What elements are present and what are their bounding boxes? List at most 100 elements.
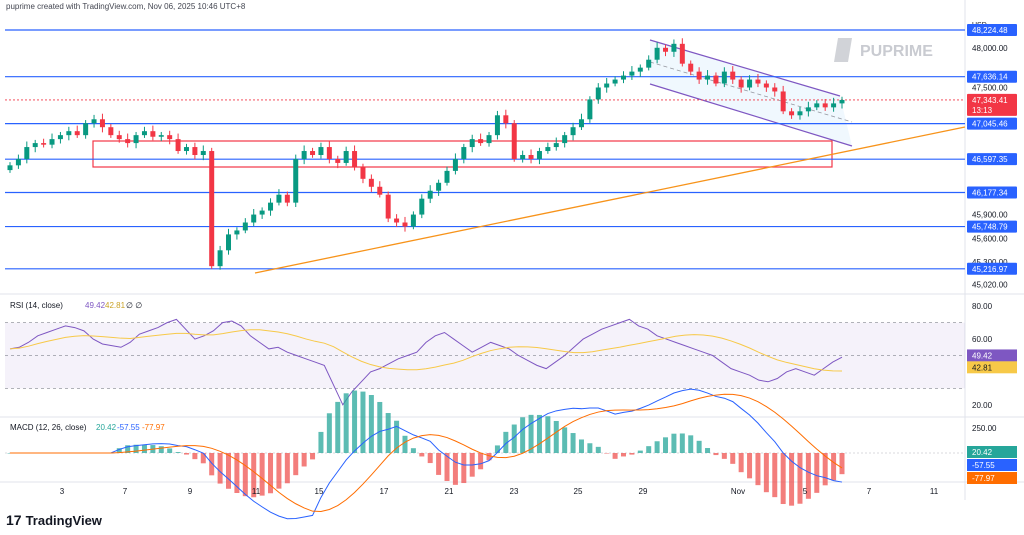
candle-body [276, 194, 282, 203]
macd-histogram-bar [612, 453, 618, 459]
macd-tick-label: 250.00 [972, 424, 997, 433]
macd-histogram-bar [394, 420, 400, 453]
x-tick-label: 11 [252, 487, 261, 496]
macd-histogram-bar [486, 453, 492, 461]
macd-histogram-bar [217, 453, 223, 484]
candle-body [553, 143, 559, 148]
macd-histogram-bar [637, 450, 643, 453]
candle-body [494, 115, 500, 136]
macd-histogram-bar [427, 453, 433, 464]
current-price-tag [967, 93, 1017, 116]
candle-body [705, 75, 711, 80]
macd-histogram-bar [360, 391, 366, 453]
rsi-tick-label: 60.00 [972, 335, 993, 344]
rsi-value-tag [967, 349, 1017, 362]
macd-histogram-bar [654, 441, 660, 453]
macd-signal-value: -77.97 [142, 423, 165, 432]
tradingview-brand-text: TradingView [25, 512, 102, 528]
level-price-label: 47,636.14 [972, 73, 1008, 82]
candle-body [167, 135, 173, 140]
macd-histogram-bar [570, 433, 576, 453]
candle-body [646, 59, 652, 68]
level-price-label: 46,177.34 [972, 189, 1008, 198]
x-tick-label: Nov [731, 487, 745, 496]
candle-body [66, 131, 72, 136]
candle-body [301, 151, 307, 159]
candle-body [822, 103, 828, 108]
macd-histogram-bar [789, 453, 795, 506]
macd-histogram-bar [814, 453, 820, 493]
candle-body [545, 147, 551, 152]
candle-body [444, 170, 450, 183]
macd-histogram-bar [368, 395, 374, 453]
candle-body [805, 107, 811, 112]
macd-histogram-bar [528, 414, 534, 453]
candle-body [780, 91, 786, 112]
macd-histogram-bar [688, 435, 694, 453]
macd-histogram-bar [805, 453, 811, 499]
macd-histogram-bar [503, 431, 509, 453]
candle-body [679, 43, 685, 64]
candle-body [730, 71, 736, 80]
macd-histogram-bar [620, 453, 626, 457]
candle-body [772, 87, 778, 92]
candle-body [175, 139, 181, 152]
candle-body [217, 250, 223, 267]
candle-body [226, 234, 232, 251]
candle-body [419, 198, 425, 215]
level-price-tag [967, 70, 1017, 83]
candle-body [335, 158, 341, 163]
candle-body [587, 99, 593, 120]
macd-histogram-bar [125, 445, 131, 453]
macd-histogram-bar [242, 453, 248, 497]
tradingview-logo[interactable]: 17 TradingView [6, 512, 102, 528]
macd-histogram-bar [738, 453, 744, 473]
level-price-label: 45,216.97 [972, 265, 1008, 274]
candle-body [32, 143, 38, 148]
candle-body [49, 139, 55, 145]
x-tick-label: 7 [123, 487, 128, 496]
macd-histogram-bar [478, 453, 484, 470]
candle-body [343, 151, 349, 163]
macd-value-tag [967, 459, 1017, 471]
macd-histogram-bar [452, 453, 458, 485]
rsi-ma-line [9, 329, 843, 372]
x-tick-label: 5 [803, 487, 808, 496]
macd-signal-tag-label: -77.97 [972, 474, 995, 483]
x-tick-label: 29 [639, 487, 648, 496]
macd-histogram-bar [536, 414, 542, 453]
macd-histogram-bar [444, 453, 450, 481]
rsi-title: RSI (14, close) [10, 301, 63, 310]
macd-histogram-bar [310, 453, 316, 460]
macd-histogram-bar [780, 453, 786, 505]
macd-signal-tag [967, 472, 1017, 484]
candle-body [688, 63, 694, 72]
macd-histogram-bar [436, 453, 442, 475]
level-price-label: 45,748.79 [972, 223, 1008, 232]
macd-histogram-bar [696, 440, 702, 453]
macd-histogram-bar [301, 453, 307, 467]
macd-histogram-bar [679, 433, 685, 453]
level-price-tag [967, 153, 1017, 166]
candle-body [814, 103, 820, 108]
macd-hist-tag-label: 20.42 [972, 448, 993, 457]
macd-histogram-bar [772, 453, 778, 498]
macd-histogram-bar [797, 453, 803, 504]
candle-body [57, 135, 63, 140]
candle-body [528, 155, 534, 159]
price-tick-label: 45,900.00 [972, 211, 1008, 220]
candle-body [461, 147, 467, 159]
candle-body [150, 131, 156, 137]
candle-body [763, 83, 769, 88]
price-tick-label: 45,600.00 [972, 234, 1008, 243]
level-price-label: 47,045.46 [972, 120, 1008, 129]
macd-histogram-bar [276, 453, 282, 489]
x-tick-label: 23 [510, 487, 519, 496]
x-tick-label: 9 [188, 487, 193, 496]
countdown-label: 13:13 [972, 106, 993, 115]
candle-body [578, 119, 584, 128]
candle-body [604, 83, 610, 88]
macd-hist-value: 20.42 [96, 423, 117, 432]
level-price-tag [967, 262, 1017, 275]
